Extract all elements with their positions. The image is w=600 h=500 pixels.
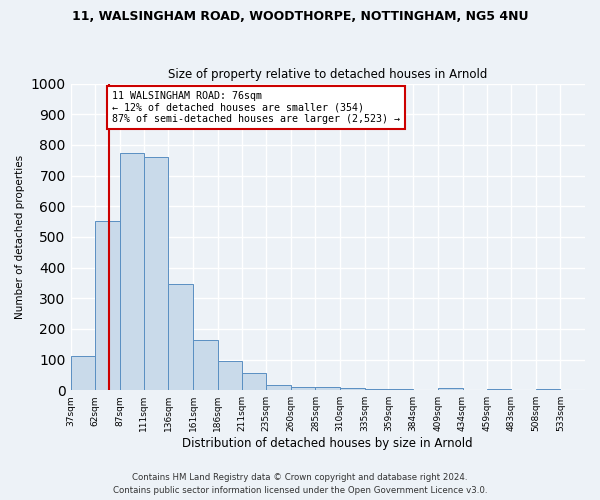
Bar: [365, 388, 388, 390]
Bar: [536, 388, 560, 390]
Text: 11, WALSINGHAM ROAD, WOODTHORPE, NOTTINGHAM, NG5 4NU: 11, WALSINGHAM ROAD, WOODTHORPE, NOTTING…: [72, 10, 528, 23]
X-axis label: Distribution of detached houses by size in Arnold: Distribution of detached houses by size …: [182, 437, 473, 450]
Bar: [316, 387, 340, 390]
Bar: [218, 361, 242, 390]
Bar: [242, 374, 266, 390]
Bar: [193, 340, 218, 390]
Bar: [438, 388, 463, 390]
Bar: [143, 157, 168, 390]
Bar: [168, 284, 193, 390]
Bar: [266, 384, 291, 390]
Y-axis label: Number of detached properties: Number of detached properties: [15, 155, 25, 319]
Bar: [95, 220, 120, 390]
Text: 11 WALSINGHAM ROAD: 76sqm
← 12% of detached houses are smaller (354)
87% of semi: 11 WALSINGHAM ROAD: 76sqm ← 12% of detac…: [112, 91, 400, 124]
Bar: [120, 152, 143, 390]
Text: Contains HM Land Registry data © Crown copyright and database right 2024.
Contai: Contains HM Land Registry data © Crown c…: [113, 474, 487, 495]
Bar: [340, 388, 365, 390]
Title: Size of property relative to detached houses in Arnold: Size of property relative to detached ho…: [168, 68, 487, 81]
Bar: [291, 386, 316, 390]
Bar: [71, 356, 95, 390]
